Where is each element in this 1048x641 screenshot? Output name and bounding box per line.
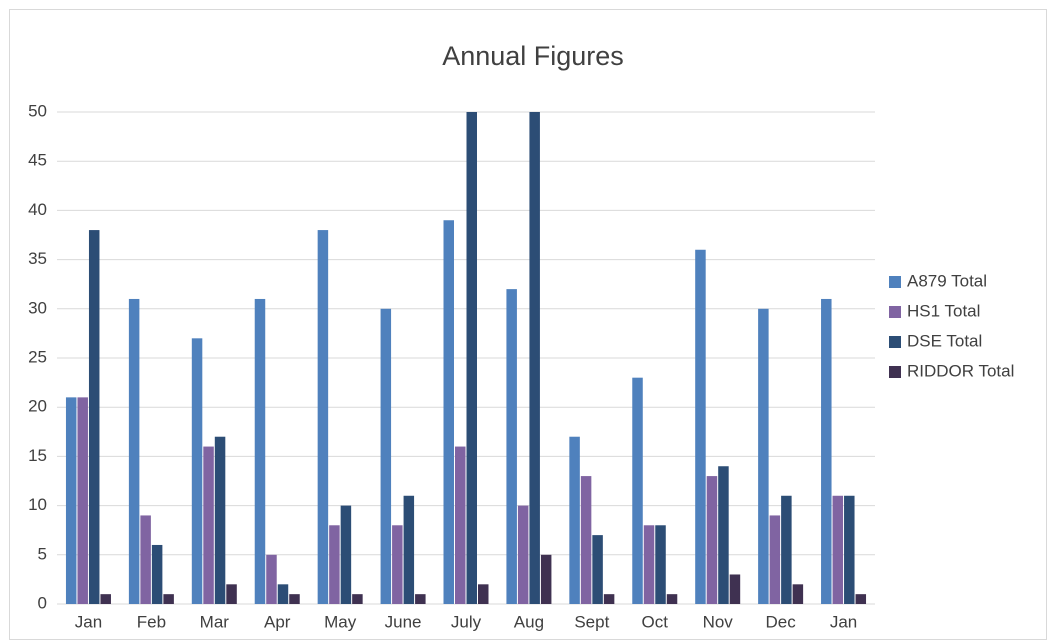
bar [569,436,580,604]
bar [729,574,741,604]
bar [666,594,678,604]
bar [392,525,403,604]
bar [517,505,529,604]
bar [603,594,615,604]
y-tick-label: 40 [28,200,47,219]
bar [214,436,226,604]
legend-label: HS1 Total [907,301,980,320]
bar [529,112,540,604]
bar [140,515,151,604]
bar [466,112,477,604]
bar [455,446,466,604]
bar [478,584,489,604]
bar [781,495,792,604]
bar [226,584,237,604]
bar [317,230,329,604]
x-tick-label: Nov [703,612,734,631]
bar [128,298,140,604]
bar [769,515,781,604]
x-tick-label: Mar [200,612,230,631]
bar [289,594,300,604]
y-tick-label: 15 [28,446,47,465]
x-tick-label: July [451,612,482,631]
bar [151,544,163,604]
y-tick-label: 50 [28,101,47,120]
bar [706,476,718,604]
legend-swatch [889,366,901,378]
legend-swatch [889,336,901,348]
bar [266,554,277,604]
y-tick-label: 20 [28,397,47,416]
bar [203,446,214,604]
bar [540,554,552,604]
legend-label: RIDDOR Total [907,361,1014,380]
x-tick-label: Aug [514,612,544,631]
bar [329,525,340,604]
bar [415,594,426,604]
y-tick-label: 5 [38,544,47,563]
legend-label: DSE Total [907,331,982,350]
bar [277,584,289,604]
bar [403,495,415,604]
x-tick-label: Jan [830,612,857,631]
bar [443,220,454,605]
x-tick-label: Feb [137,612,166,631]
bar [855,594,867,604]
bar [821,298,832,604]
bar [65,397,77,604]
bar [506,289,517,604]
legend-swatch [889,306,901,318]
bar [655,525,666,604]
bar [352,594,363,604]
bar [340,505,352,604]
bar [792,584,804,604]
legend-swatch [889,276,901,288]
bar [718,466,729,604]
chart-title: Annual Figures [442,41,624,71]
y-tick-label: 25 [28,347,47,366]
bar [100,594,111,604]
bar [254,298,266,604]
bar [77,397,88,604]
x-tick-label: Jan [75,612,102,631]
bar [632,377,643,604]
bar [844,495,855,604]
y-tick-label: 0 [38,593,47,612]
bar [380,308,392,604]
bar [580,476,592,604]
x-tick-label: Dec [765,612,796,631]
bar [695,249,706,604]
x-tick-label: May [324,612,357,631]
bar [832,495,844,604]
y-tick-label: 30 [28,298,47,317]
bar [758,308,769,604]
bar [643,525,655,604]
bar [163,594,174,604]
x-tick-label: Apr [264,612,291,631]
x-tick-label: June [385,612,422,631]
y-tick-label: 35 [28,249,47,268]
legend-label: A879 Total [907,271,987,290]
x-tick-label: Oct [642,612,669,631]
bar [592,535,603,604]
y-tick-label: 45 [28,151,47,170]
y-tick-label: 10 [28,495,47,514]
x-tick-label: Sept [574,612,609,631]
bar [88,230,100,604]
bar [191,338,203,604]
